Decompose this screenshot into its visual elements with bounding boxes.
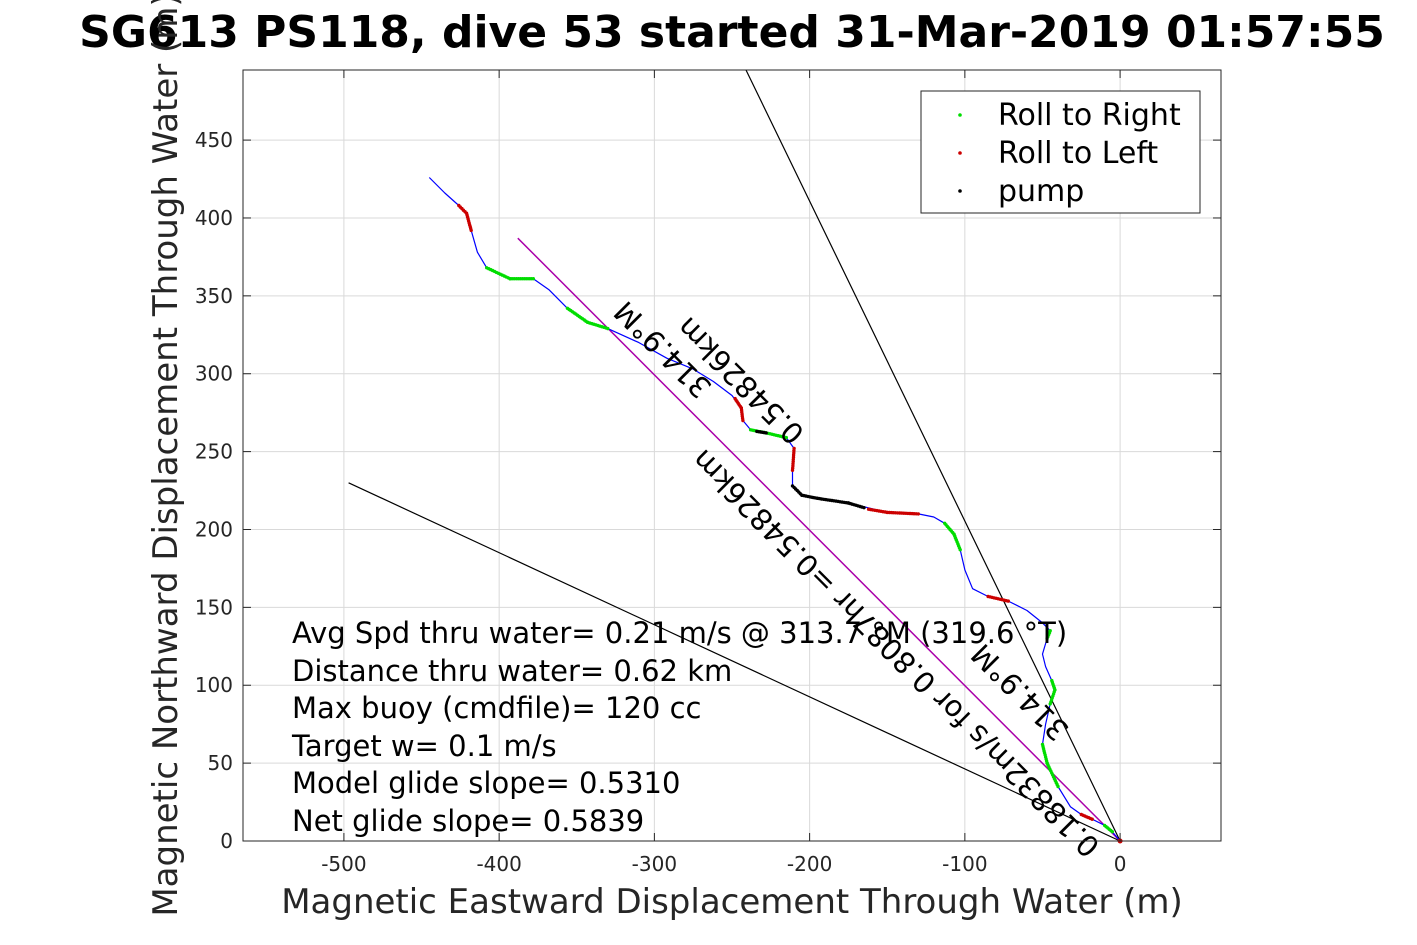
net-displacement-line (517, 237, 1121, 842)
legend-box (920, 90, 1201, 214)
x-tick-label: -400 (476, 852, 521, 876)
legend-marker-pump (958, 189, 962, 193)
x-tick-label: -500 (321, 852, 366, 876)
legend: Roll to Right Roll to Left pump (920, 90, 1201, 214)
roll-right-marker (565, 306, 570, 310)
annotation-max-buoy: Max buoy (cmdfile)= 120 cc (292, 691, 701, 725)
roll-right-marker (1040, 742, 1045, 747)
heading-bound-line (745, 69, 1121, 842)
roll-right-marker (485, 266, 489, 270)
annotation-net-glide: Net glide slope= 0.5839 (292, 804, 644, 838)
roll-right-marker (1102, 823, 1107, 828)
y-tick-label: 300 (195, 362, 233, 386)
y-tick-label: 350 (195, 284, 233, 308)
roll-left-marker (790, 468, 795, 472)
annotation-model-glide: Model glide slope= 0.5310 (292, 766, 680, 800)
legend-marker-roll-left (958, 151, 962, 155)
roll-left-marker (986, 594, 990, 599)
roll-left-marker (457, 203, 461, 208)
y-tick-label: 400 (195, 206, 233, 230)
heading-bound-line (348, 482, 1121, 842)
y-axis-label: Magnetic Northward Displacement Through … (146, 0, 186, 917)
roll-right-marker (1048, 629, 1052, 633)
tick-layer: -500 -400 -300 -200 -100 0 0 50 100 150 200 250 300 3… (195, 70, 1221, 876)
legend-label-roll-left: Roll to Left (998, 136, 1158, 171)
x-tick-label: -200 (787, 852, 832, 876)
legend-label-roll-right: Roll to Right (998, 98, 1181, 133)
marker-layer (457, 203, 1123, 844)
annotation-block: Avg Spd thru water= 0.21 m/s @ 313.7 °M … (291, 616, 1067, 838)
y-tick-label: 200 (195, 517, 233, 541)
annotation-target-w: Target w= 0.1 m/s (291, 729, 557, 763)
roll-right-marker (1050, 678, 1054, 683)
y-tick-label: 50 (208, 751, 233, 775)
y-tick-label: 0 (220, 829, 233, 853)
y-tick-label: 100 (195, 673, 233, 697)
legend-marker-roll-right (958, 113, 962, 117)
x-axis-label: Magnetic Eastward Displacement Through W… (281, 882, 1183, 922)
y-tick-label: 150 (195, 595, 233, 619)
axes-box (242, 69, 1222, 842)
x-tick-label: -100 (942, 852, 987, 876)
guide-lines (348, 69, 1121, 842)
y-tick-label: 450 (195, 128, 233, 152)
roll-left-marker (866, 507, 871, 511)
roll-right-marker (748, 428, 753, 432)
y-tick-label: 250 (195, 440, 233, 464)
roll-left-marker (1079, 812, 1084, 817)
x-tick-label: 0 (1114, 852, 1127, 876)
pump-marker (755, 429, 759, 434)
roll-left-marker (733, 396, 737, 401)
x-tick-label: -300 (632, 852, 677, 876)
legend-label-pump: pump (998, 174, 1084, 209)
annotation-avg-speed: Avg Spd thru water= 0.21 m/s @ 313.7 °M … (292, 616, 1067, 650)
chart-title: SG613 PS118, dive 53 started 31-Mar-2019… (79, 7, 1385, 58)
annotation-distance: Distance thru water= 0.62 km (292, 654, 732, 688)
pump-marker (862, 506, 866, 510)
roll-right-marker (943, 521, 947, 525)
